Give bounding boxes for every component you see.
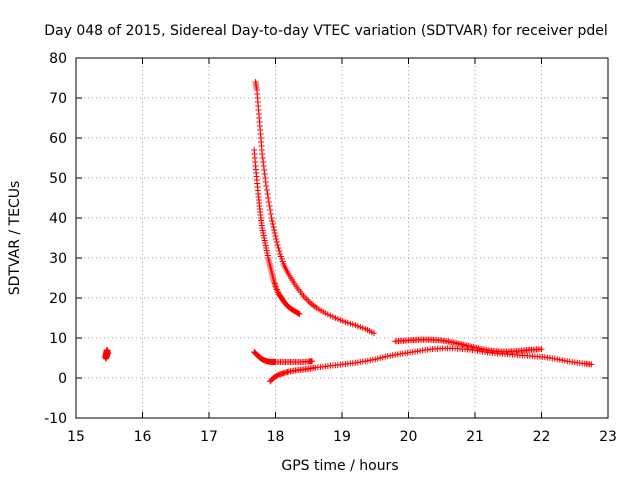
data-point [263,187,270,193]
x-tick-label: 17 [200,429,218,445]
data-point [104,351,111,358]
data-point [309,358,316,365]
data-points [102,79,595,385]
series-upper-decay [252,79,377,337]
data-point [273,236,280,242]
y-tick-label: 20 [49,291,67,307]
data-point [295,310,302,317]
y-axis-label: SDTVAR / TECUs [7,181,23,296]
y-tick-label: 30 [49,251,67,267]
data-point [263,183,270,189]
series-early-blip [102,347,111,362]
series-late-band [392,336,545,355]
data-point [588,361,595,368]
data-point [274,242,281,248]
data-point [270,224,277,230]
data-point [266,203,273,209]
chart-title: Day 048 of 2015, Sidereal Day-to-day VTE… [44,23,608,39]
x-tick-label: 21 [466,429,484,445]
y-tick-label: 10 [49,331,67,347]
data-point [267,207,274,213]
grid-lines [76,58,608,418]
data-point [538,346,545,353]
series-lower-decay [251,147,303,317]
x-axis-label: GPS time / hours [281,458,398,474]
data-point [264,191,271,197]
y-tick-label: -10 [44,411,67,427]
data-point [269,221,276,227]
axis-ticks: 15 16 17 18 19 20 21 22 23 -10 0 10 20 30 40 50 60 70 80 [44,51,617,445]
data-point [370,330,377,337]
y-tick-label: 80 [49,51,67,67]
x-tick-label: 15 [67,429,85,445]
data-point [271,227,278,233]
data-point [265,199,272,205]
data-point [265,195,272,201]
x-tick-label: 16 [134,429,152,445]
data-point [269,218,276,224]
series-short-arc [251,349,316,365]
y-tick-label: 40 [49,211,67,227]
x-tick-label: 19 [333,429,351,445]
data-point [275,245,282,251]
x-tick-label: 22 [533,429,551,445]
data-point [276,248,283,254]
data-point [272,233,279,239]
data-point [273,239,280,245]
x-tick-label: 23 [599,429,617,445]
data-point [268,215,275,221]
data-point [296,311,303,317]
x-tick-label: 20 [400,429,418,445]
x-tick-label: 18 [267,429,285,445]
y-tick-label: 60 [49,131,67,147]
y-tick-label: 50 [49,171,67,187]
y-tick-label: 0 [58,371,67,387]
data-point [267,211,274,217]
data-point [271,230,278,236]
y-tick-label: 70 [49,91,67,107]
